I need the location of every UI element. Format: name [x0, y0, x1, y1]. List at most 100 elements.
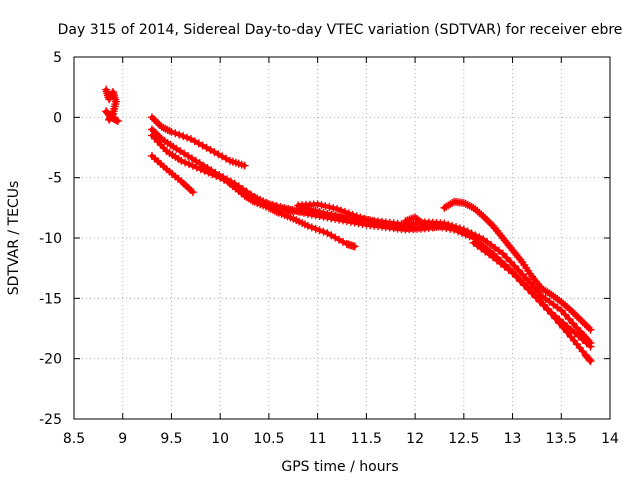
data-point-marker	[463, 200, 472, 209]
data-point-marker	[409, 214, 418, 223]
y-tick-label: -25	[39, 412, 62, 428]
data-point-marker	[181, 158, 190, 167]
x-tick-label: 10	[211, 431, 229, 447]
data-point-marker	[450, 225, 459, 234]
series-arc-10	[440, 197, 595, 334]
data-point-marker	[446, 224, 455, 233]
data-point-marker	[177, 156, 186, 165]
series-line	[149, 153, 196, 195]
data-point-marker	[344, 209, 353, 218]
data-point-marker	[319, 227, 328, 236]
data-point-marker	[559, 299, 568, 308]
data-point-marker	[475, 208, 484, 217]
data-series	[102, 85, 595, 366]
y-axis-title: SDTVAR / TECUs	[6, 181, 22, 296]
data-point-marker	[188, 161, 197, 170]
data-point-marker	[403, 216, 412, 225]
data-point-marker	[578, 317, 587, 326]
data-point-marker	[418, 219, 427, 228]
data-point-marker	[438, 223, 447, 232]
series-arc-3	[147, 113, 249, 170]
data-point-marker	[372, 218, 381, 227]
data-point-marker	[555, 319, 564, 328]
data-point-marker	[272, 203, 281, 212]
data-point-marker	[572, 312, 581, 321]
data-point-marker	[317, 201, 326, 210]
data-point-marker	[565, 304, 574, 313]
data-point-marker	[457, 228, 466, 237]
data-point-marker	[280, 206, 289, 215]
data-point-marker	[405, 215, 414, 224]
x-tick-label: 14	[601, 431, 619, 447]
data-point-marker	[563, 328, 572, 337]
data-point-marker	[319, 208, 328, 217]
data-point-marker	[465, 232, 474, 241]
x-tick-label: 10.5	[253, 431, 284, 447]
data-point-marker	[165, 126, 174, 135]
data-point-marker	[430, 223, 439, 232]
data-point-marker	[461, 199, 470, 208]
data-point-marker	[368, 217, 377, 226]
data-point-marker	[551, 314, 560, 323]
data-point-marker	[335, 212, 344, 221]
y-axis-tick-labels: 5 0 -5 -10 -15 -20 -25	[39, 50, 62, 428]
data-point-marker	[161, 124, 170, 133]
data-point-marker	[448, 199, 457, 208]
data-point-marker	[461, 230, 470, 239]
data-point-marker	[163, 125, 172, 134]
data-point-marker	[192, 163, 201, 172]
data-point-marker	[311, 206, 320, 215]
data-point-marker	[323, 209, 332, 218]
data-point-marker	[576, 316, 585, 325]
data-point-marker	[327, 210, 336, 219]
data-point-marker	[516, 277, 525, 286]
data-point-marker	[543, 305, 552, 314]
data-point-marker	[153, 119, 162, 128]
data-point-marker	[112, 116, 121, 125]
data-point-marker	[524, 285, 533, 294]
data-point-marker	[557, 297, 566, 306]
data-point-marker	[578, 335, 587, 344]
data-point-marker	[307, 223, 316, 232]
data-point-marker	[171, 129, 180, 138]
data-point-marker	[379, 220, 388, 229]
data-point-marker	[582, 339, 591, 348]
data-point-marker	[459, 199, 468, 208]
data-point-marker	[528, 289, 537, 298]
data-point-marker	[508, 268, 517, 277]
data-point-marker	[311, 224, 320, 233]
x-tick-label: 9.5	[160, 431, 182, 447]
data-point-marker	[481, 214, 490, 223]
data-point-marker	[151, 117, 160, 126]
data-point-marker	[167, 127, 176, 136]
data-point-marker	[175, 130, 184, 139]
data-point-marker	[559, 323, 568, 332]
x-tick-label: 11	[309, 431, 327, 447]
data-point-marker	[155, 133, 164, 142]
data-point-marker	[485, 218, 494, 227]
data-point-marker	[547, 310, 556, 319]
data-point-marker	[340, 207, 349, 216]
data-point-marker	[522, 274, 531, 283]
data-point-marker	[338, 212, 347, 221]
data-point-marker	[567, 306, 576, 315]
data-point-marker	[151, 129, 160, 138]
data-point-marker	[557, 306, 566, 315]
x-tick-label: 8.5	[63, 431, 85, 447]
data-point-marker	[561, 301, 570, 310]
data-point-marker	[149, 127, 158, 136]
x-axis-tick-labels: 8.5 9 9.5 10 10.5 11 11.5 12 12.5 13 13.5 14	[63, 431, 619, 447]
series-arc-7	[225, 179, 359, 251]
data-point-marker	[582, 321, 591, 330]
data-point-marker	[331, 211, 340, 220]
data-point-marker	[570, 329, 579, 338]
data-point-marker	[387, 222, 396, 231]
series-arc-12	[401, 213, 439, 232]
data-point-marker	[586, 325, 595, 334]
data-point-marker	[502, 253, 511, 262]
chart-title: Day 315 of 2014, Sidereal Day-to-day VTE…	[58, 22, 623, 38]
data-point-marker	[539, 301, 548, 310]
data-point-marker	[479, 212, 488, 221]
